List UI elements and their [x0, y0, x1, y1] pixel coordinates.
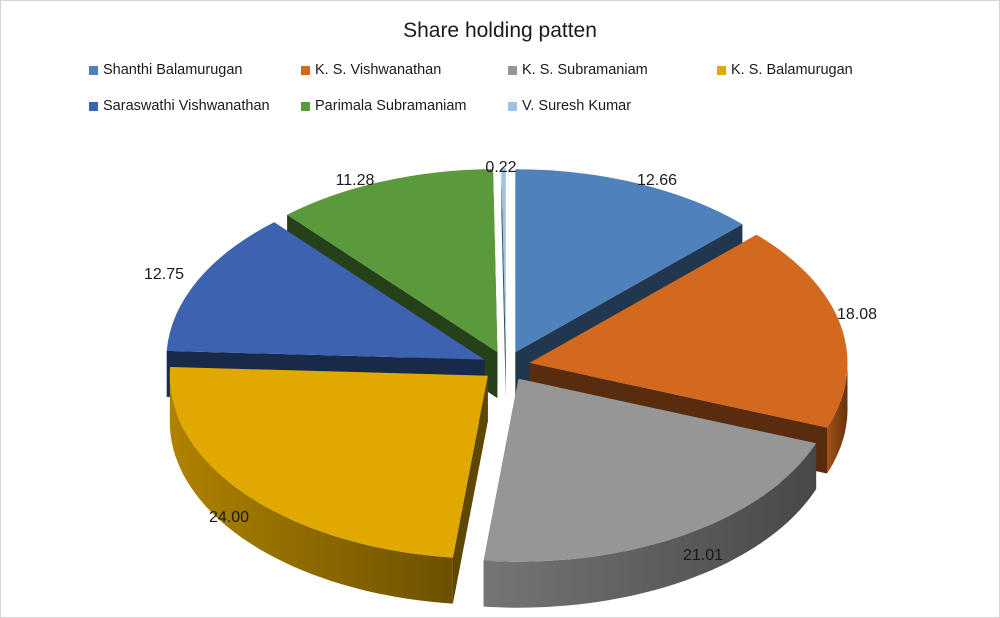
legend-label: V. Suresh Kumar — [522, 98, 632, 114]
chart-title: Share holding patten — [403, 19, 597, 42]
legend-item: V. Suresh Kumar — [508, 98, 631, 114]
slice-data-label: 0.22 — [485, 159, 516, 176]
legend-label: Parimala Subramaniam — [315, 98, 467, 114]
legend-label: K. S. Balamurugan — [731, 62, 853, 78]
legend-item: K. S. Vishwanathan — [301, 62, 441, 78]
slice-data-label: 12.66 — [637, 172, 677, 189]
legend-swatch — [89, 65, 98, 75]
slice-data-label: 18.08 — [837, 306, 877, 323]
pie-slice — [483, 378, 817, 608]
legend-label: Shanthi Balamurugan — [103, 62, 243, 78]
legend-swatch — [508, 101, 517, 111]
pie-slice — [169, 367, 488, 604]
legend-item: K. S. Subramaniam — [508, 62, 648, 78]
slice-data-label: 21.01 — [683, 547, 723, 564]
legend-item: Parimala Subramaniam — [301, 98, 467, 114]
legend-swatch — [89, 101, 98, 111]
legend-label: K. S. Subramaniam — [522, 62, 648, 78]
legend-item: Saraswathi Vishwanathan — [89, 98, 270, 114]
legend-label: Saraswathi Vishwanathan — [103, 98, 270, 114]
legend-swatch — [508, 65, 517, 75]
legend-swatch — [301, 65, 310, 75]
legend-swatch — [717, 65, 726, 75]
legend-swatch — [301, 101, 310, 111]
slice-data-label: 24.00 — [209, 509, 249, 526]
legend-label: K. S. Vishwanathan — [315, 62, 442, 78]
slice-data-label: 11.28 — [336, 172, 375, 189]
legend-item: Shanthi Balamurugan — [89, 62, 242, 78]
slice-data-label: 12.75 — [144, 266, 184, 283]
legend-item: K. S. Balamurugan — [717, 62, 853, 78]
pie-slice — [501, 168, 506, 398]
